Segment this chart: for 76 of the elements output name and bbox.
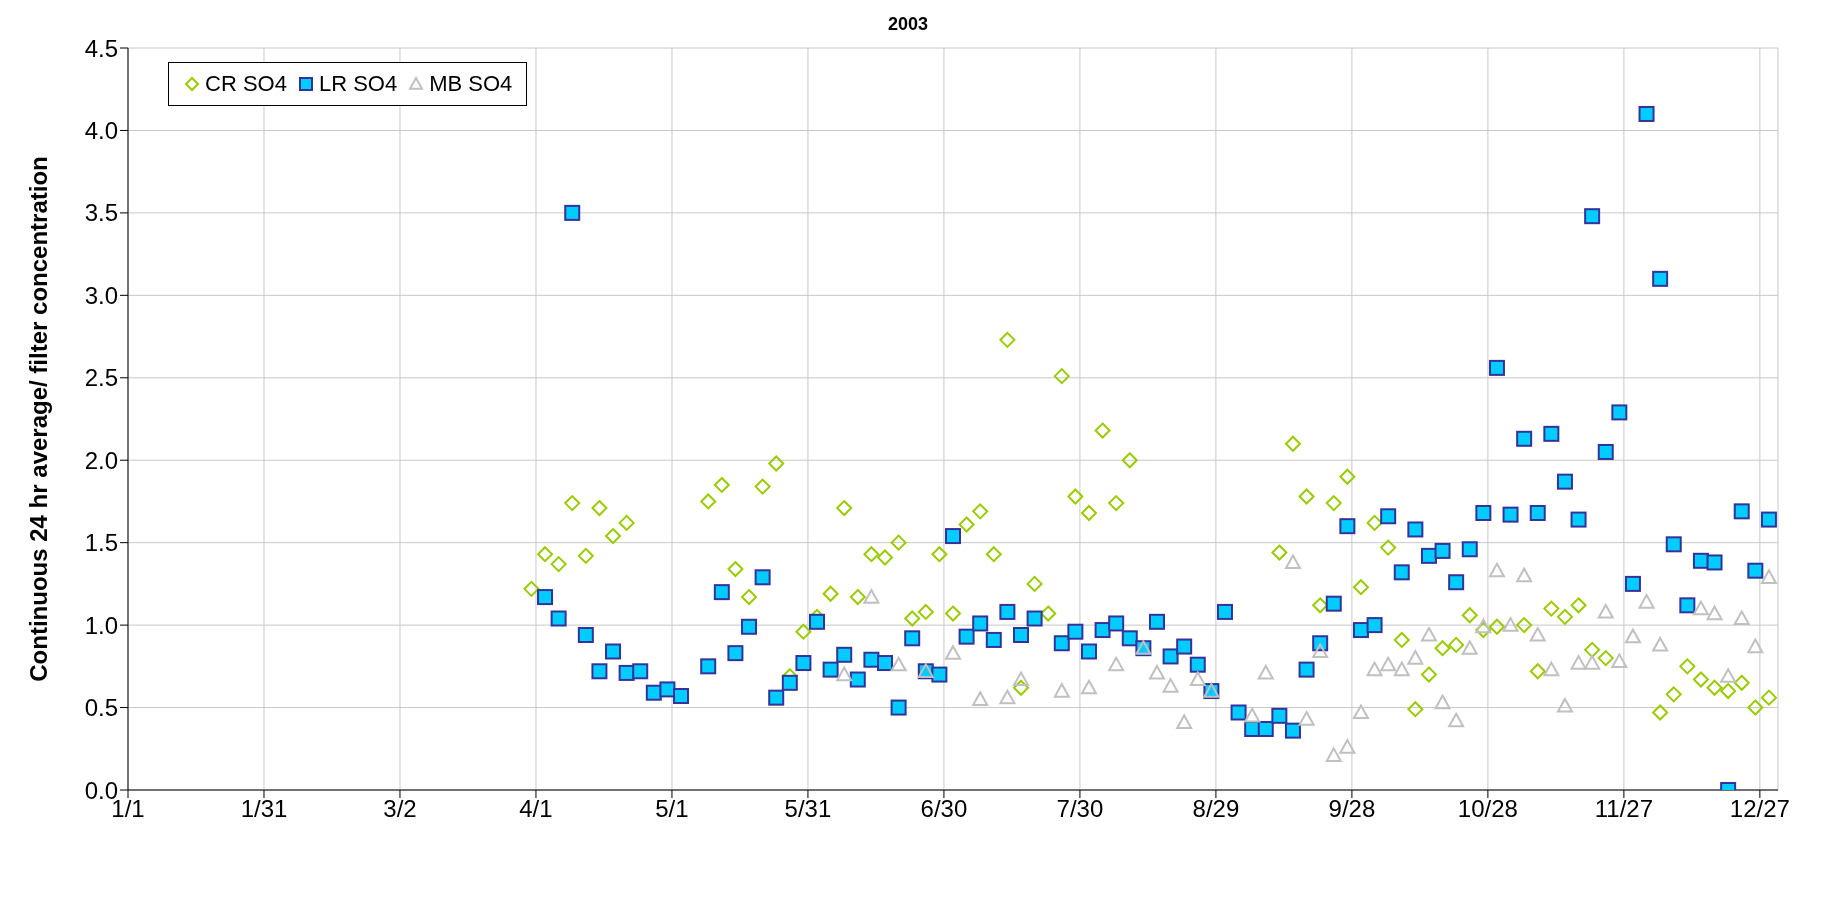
point <box>1638 594 1655 609</box>
point <box>999 689 1016 705</box>
point <box>1584 655 1601 670</box>
legend-label: CR SO4 <box>205 71 287 97</box>
x-tick-label: 4/1 <box>519 795 553 823</box>
point <box>1733 610 1750 626</box>
x-tick-label: 3/2 <box>383 795 417 823</box>
x-tick-label: 9/28 <box>1328 795 1376 823</box>
y-tick-label: 4.5 <box>84 34 118 62</box>
point <box>1475 618 1492 634</box>
point <box>1652 636 1669 652</box>
point <box>1434 694 1451 710</box>
point <box>1012 671 1029 687</box>
point <box>1543 661 1560 677</box>
point <box>1556 697 1573 713</box>
y-tick-label: 2.5 <box>84 364 118 392</box>
point <box>1747 638 1764 654</box>
point <box>1284 554 1301 570</box>
point <box>1108 656 1125 672</box>
x-tick-label: 10/28 <box>1457 795 1518 823</box>
legend-label: MB SO4 <box>429 71 513 97</box>
point <box>1706 605 1723 621</box>
point <box>1298 711 1315 726</box>
point <box>1339 739 1356 754</box>
point <box>1420 627 1437 642</box>
point <box>1488 562 1505 578</box>
point <box>1570 655 1587 670</box>
point <box>1448 712 1465 728</box>
point <box>945 645 961 660</box>
point <box>1352 704 1369 720</box>
point <box>1380 656 1397 672</box>
y-tick-label: 3.0 <box>84 281 118 309</box>
point <box>863 589 880 604</box>
x-tick-label: 1/31 <box>240 795 288 823</box>
point <box>890 656 907 672</box>
legend-label: LR SO4 <box>318 71 398 97</box>
point <box>1189 671 1206 687</box>
point <box>1176 714 1193 729</box>
point <box>1244 707 1261 723</box>
x-tick-label: 7/30 <box>1056 795 1104 823</box>
x-tick-label: 12/27 <box>1729 795 1790 823</box>
y-tick-label: 0.5 <box>84 694 118 722</box>
y-tick-label: 1.0 <box>84 611 118 639</box>
y-tick-label: 3.5 <box>84 199 118 227</box>
point <box>1692 600 1709 616</box>
y-tick-label: 4.0 <box>84 116 118 144</box>
point <box>1366 661 1383 677</box>
point <box>1611 653 1628 668</box>
x-tick-label: 6/30 <box>920 795 968 823</box>
point <box>1597 603 1614 619</box>
point <box>1325 747 1342 762</box>
point <box>1516 567 1533 583</box>
point <box>1720 668 1737 683</box>
point <box>836 666 853 682</box>
x-tick-label: 5/1 <box>655 795 689 823</box>
x-tick-label: 11/27 <box>1594 795 1654 823</box>
point <box>1312 643 1329 659</box>
point <box>1162 678 1179 693</box>
point <box>1529 627 1546 642</box>
point <box>1148 664 1165 680</box>
point <box>1624 628 1641 644</box>
point <box>1257 664 1274 680</box>
point <box>1461 640 1478 655</box>
y-axis-title: Continuous 24 hr average/ filter concentration <box>24 156 52 682</box>
x-tick-label: 5/31 <box>784 795 832 823</box>
y-tick-label: 2.0 <box>84 446 118 474</box>
point <box>1502 617 1519 632</box>
point <box>1053 683 1070 698</box>
point <box>1407 650 1424 665</box>
point <box>1760 569 1777 584</box>
point <box>972 691 989 706</box>
point <box>1080 679 1097 695</box>
chart-title: 2003 <box>886 14 929 35</box>
y-tick-label: 1.5 <box>84 529 118 557</box>
point <box>1393 661 1410 677</box>
x-tick-label: 8/29 <box>1192 795 1240 823</box>
